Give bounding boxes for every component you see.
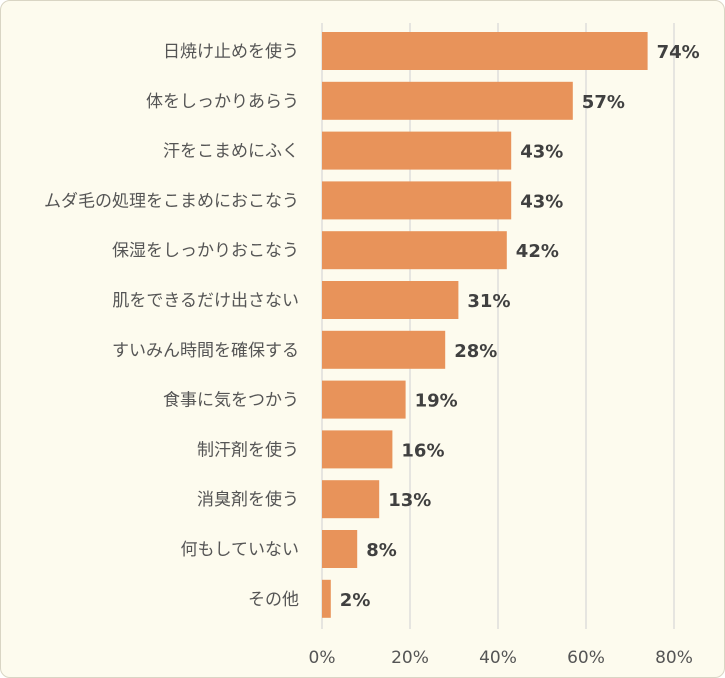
data-label: 13%	[388, 490, 431, 511]
label-layer: 日焼け止めを使う 74% 体をしっかりあらう 57% 汗をこまめにふく 43% ムダ毛の処理…	[44, 41, 700, 611]
data-label: 8%	[366, 540, 397, 561]
bar-3	[322, 131, 512, 170]
bar-6	[322, 281, 459, 319]
bar-4	[322, 181, 512, 220]
tick-layer: 0% 20% 40% 60% 80%	[309, 648, 693, 668]
category-label: 体をしっかりあらう	[146, 92, 299, 112]
x-tick-label: 40%	[479, 648, 517, 668]
bar-8	[322, 380, 406, 419]
data-label: 57%	[582, 92, 625, 113]
category-label: ムダ毛の処理をこまめにおこなう	[44, 191, 299, 211]
category-label: 何もしていない	[181, 540, 300, 560]
bar-2	[322, 81, 573, 120]
bar-5	[322, 231, 507, 270]
data-label: 43%	[520, 142, 563, 163]
grid-layer	[321, 23, 675, 629]
bar-9	[322, 430, 393, 469]
data-label: 42%	[516, 241, 559, 262]
category-label: 肌をできるだけ出さない	[112, 291, 299, 311]
x-tick-label: 80%	[655, 648, 693, 668]
data-label: 28%	[454, 341, 497, 362]
category-label: すいみん時間を確保する	[112, 341, 299, 361]
data-label: 74%	[657, 42, 700, 63]
category-label: 制汗剤を使う	[197, 439, 299, 460]
category-label: 消臭剤を使う	[197, 489, 299, 510]
x-tick-label: 20%	[391, 648, 429, 668]
category-label: 汗をこまめにふく	[163, 142, 299, 162]
x-tick-label: 0%	[309, 648, 336, 668]
category-label: 食事に気をつかう	[163, 391, 299, 411]
category-label: 日焼け止めを使う	[163, 41, 299, 62]
bar-12	[322, 579, 331, 618]
data-label: 16%	[401, 440, 444, 461]
category-label: その他	[248, 590, 299, 610]
data-label: 43%	[520, 191, 563, 212]
bar-1	[322, 32, 648, 70]
data-label: 19%	[415, 391, 458, 412]
x-tick-label: 60%	[567, 648, 605, 668]
category-label: 保湿をしっかりおこなう	[112, 241, 299, 261]
bar-10	[322, 480, 380, 519]
bar-7	[322, 330, 446, 369]
data-label: 31%	[467, 291, 510, 312]
bar-11	[322, 530, 358, 568]
bar-layer	[322, 32, 648, 618]
data-label: 2%	[340, 590, 371, 611]
